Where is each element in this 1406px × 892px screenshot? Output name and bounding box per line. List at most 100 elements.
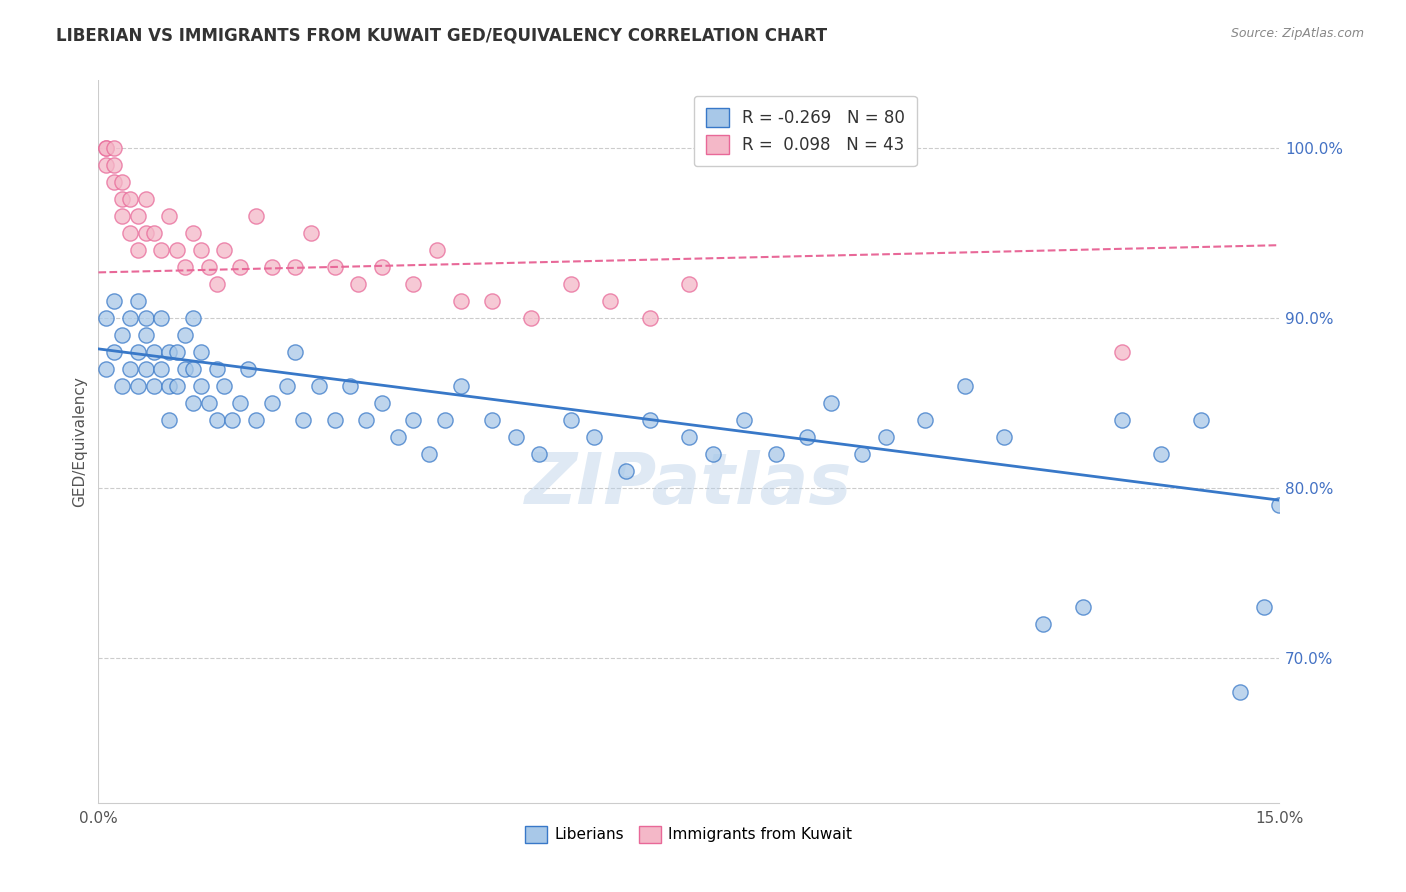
Point	[111, 209, 134, 223]
Point	[583, 430, 606, 444]
Point	[678, 277, 700, 292]
Point	[127, 209, 149, 223]
Point	[450, 379, 472, 393]
Point	[851, 447, 873, 461]
Point	[111, 192, 134, 206]
Point	[181, 311, 204, 326]
Point	[820, 396, 842, 410]
Point	[118, 192, 141, 206]
Point	[299, 227, 322, 241]
Point	[96, 141, 118, 155]
Point	[135, 328, 157, 343]
Point	[174, 328, 197, 343]
Point	[135, 192, 157, 206]
Point	[111, 175, 134, 189]
Point	[103, 294, 125, 309]
Point	[181, 396, 204, 410]
Point	[402, 413, 425, 427]
Point	[284, 345, 307, 359]
Point	[678, 430, 700, 444]
Point	[733, 413, 755, 427]
Point	[127, 379, 149, 393]
Point	[214, 244, 236, 258]
Point	[914, 413, 936, 427]
Y-axis label: GED/Equivalency: GED/Equivalency	[72, 376, 87, 507]
Point	[702, 447, 724, 461]
Point	[96, 158, 118, 172]
Point	[111, 379, 134, 393]
Point	[157, 209, 180, 223]
Point	[103, 158, 125, 172]
Point	[323, 260, 346, 275]
Point	[1229, 685, 1251, 699]
Point	[142, 379, 165, 393]
Point	[387, 430, 409, 444]
Point	[323, 413, 346, 427]
Point	[174, 362, 197, 376]
Point	[103, 175, 125, 189]
Point	[103, 141, 125, 155]
Point	[166, 379, 188, 393]
Point	[1150, 447, 1173, 461]
Point	[205, 277, 228, 292]
Point	[118, 227, 141, 241]
Point	[260, 260, 283, 275]
Point	[135, 227, 157, 241]
Point	[339, 379, 361, 393]
Point	[229, 260, 252, 275]
Point	[450, 294, 472, 309]
Point	[276, 379, 298, 393]
Point	[157, 379, 180, 393]
Point	[135, 311, 157, 326]
Point	[245, 413, 267, 427]
Point	[1268, 498, 1291, 512]
Point	[426, 244, 449, 258]
Point	[560, 277, 582, 292]
Point	[402, 277, 425, 292]
Point	[245, 209, 267, 223]
Point	[371, 396, 394, 410]
Point	[418, 447, 440, 461]
Legend: Liberians, Immigrants from Kuwait: Liberians, Immigrants from Kuwait	[519, 820, 859, 849]
Point	[190, 345, 212, 359]
Text: LIBERIAN VS IMMIGRANTS FROM KUWAIT GED/EQUIVALENCY CORRELATION CHART: LIBERIAN VS IMMIGRANTS FROM KUWAIT GED/E…	[56, 27, 827, 45]
Point	[181, 227, 204, 241]
Point	[1111, 345, 1133, 359]
Point	[174, 260, 197, 275]
Point	[142, 345, 165, 359]
Point	[142, 227, 165, 241]
Point	[236, 362, 259, 376]
Point	[875, 430, 897, 444]
Point	[529, 447, 551, 461]
Point	[157, 413, 180, 427]
Point	[205, 362, 228, 376]
Point	[765, 447, 787, 461]
Point	[347, 277, 370, 292]
Point	[181, 362, 204, 376]
Point	[166, 244, 188, 258]
Point	[638, 413, 661, 427]
Point	[205, 413, 228, 427]
Point	[1111, 413, 1133, 427]
Point	[560, 413, 582, 427]
Point	[150, 362, 173, 376]
Point	[284, 260, 307, 275]
Point	[157, 345, 180, 359]
Point	[354, 413, 377, 427]
Point	[127, 294, 149, 309]
Point	[481, 413, 503, 427]
Point	[993, 430, 1015, 444]
Point	[599, 294, 621, 309]
Point	[1032, 617, 1054, 632]
Point	[150, 311, 173, 326]
Point	[1284, 702, 1306, 716]
Point	[197, 396, 219, 410]
Point	[118, 362, 141, 376]
Point	[1189, 413, 1212, 427]
Point	[638, 311, 661, 326]
Point	[292, 413, 315, 427]
Point	[135, 362, 157, 376]
Point	[953, 379, 976, 393]
Text: Source: ZipAtlas.com: Source: ZipAtlas.com	[1230, 27, 1364, 40]
Point	[481, 294, 503, 309]
